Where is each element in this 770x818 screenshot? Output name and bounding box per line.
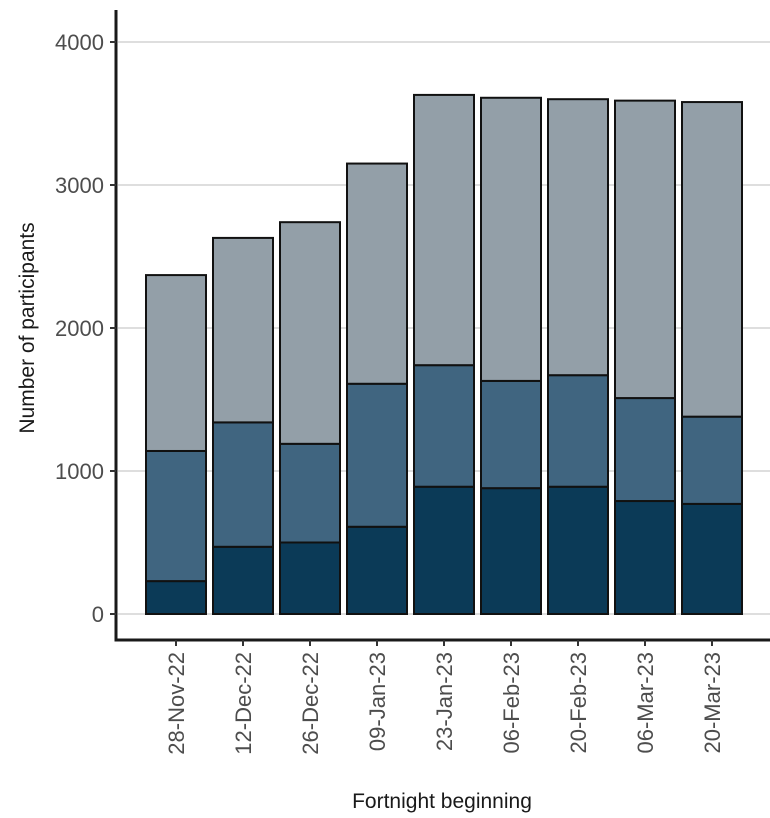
bar-segment-2-12-Dec-22: [212, 421, 274, 548]
bar-segment-2-06-Mar-23: [614, 397, 676, 503]
x-tick-label: 06-Mar-23: [633, 652, 658, 753]
bar-segment-2-28-Nov-22: [145, 449, 207, 583]
bar-segment-3-12-Dec-22: [212, 236, 274, 424]
bar-segment-2-09-Jan-23: [346, 382, 408, 528]
axes: [114, 10, 770, 642]
x-tick-label: 20-Feb-23: [566, 652, 591, 754]
y-tick-label: 0: [92, 602, 104, 627]
y-tick-label: 2000: [55, 316, 104, 341]
bar-segment-1-26-Dec-22: [279, 541, 341, 615]
bar-segment-2-06-Feb-23: [480, 379, 542, 490]
x-tick-labels: 28-Nov-22 12-Dec-22 26-Dec-22 09-Jan-23 23-J…: [164, 640, 725, 755]
x-tick-label: 26-Dec-22: [298, 652, 323, 755]
bar-segment-2-20-Mar-23: [681, 415, 743, 505]
bar-segment-3-20-Feb-23: [547, 98, 609, 377]
bar-segment-2-26-Dec-22: [279, 442, 341, 544]
bar-segment-3-28-Nov-22: [145, 274, 207, 452]
y-tick-label: 4000: [55, 30, 104, 55]
bar-segment-1-06-Feb-23: [480, 487, 542, 615]
y-tick-label: 3000: [55, 173, 104, 198]
bar-segment-2-20-Feb-23: [547, 374, 609, 488]
y-tick-labels: 0 1000 2000 3000 4000: [55, 30, 116, 627]
bar-segment-3-06-Mar-23: [614, 99, 676, 400]
bar-segment-3-20-Mar-23: [681, 101, 743, 418]
bar-segment-1-20-Mar-23: [681, 502, 743, 616]
x-axis-title: Fortnight beginning: [352, 790, 532, 813]
bar-segment-3-06-Feb-23: [480, 96, 542, 382]
y-axis-title: Number of participants: [16, 222, 39, 433]
x-tick-label: 20-Mar-23: [700, 652, 725, 753]
bar-segment-2-23-Jan-23: [413, 364, 475, 488]
bar-segment-3-23-Jan-23: [413, 93, 475, 367]
bar-segment-1-06-Mar-23: [614, 500, 676, 615]
bar-segment-1-20-Feb-23: [547, 485, 609, 616]
y-tick-label: 1000: [55, 459, 104, 484]
x-tick-label: 28-Nov-22: [164, 652, 189, 755]
x-tick-label: 23-Jan-23: [432, 652, 457, 751]
x-tick-label: 12-Dec-22: [231, 652, 256, 755]
x-tick-label: 09-Jan-23: [365, 652, 390, 751]
bar-segment-3-26-Dec-22: [279, 221, 341, 445]
bar-segment-3-09-Jan-23: [346, 162, 408, 385]
bar-segment-1-09-Jan-23: [346, 525, 408, 616]
x-tick-label: 06-Feb-23: [499, 652, 524, 754]
bar-segment-1-28-Nov-22: [145, 580, 207, 615]
bar-segment-1-23-Jan-23: [413, 485, 475, 616]
bar-segment-1-12-Dec-22: [212, 545, 274, 615]
bars: [145, 93, 743, 616]
axis-lines: [114, 10, 770, 642]
